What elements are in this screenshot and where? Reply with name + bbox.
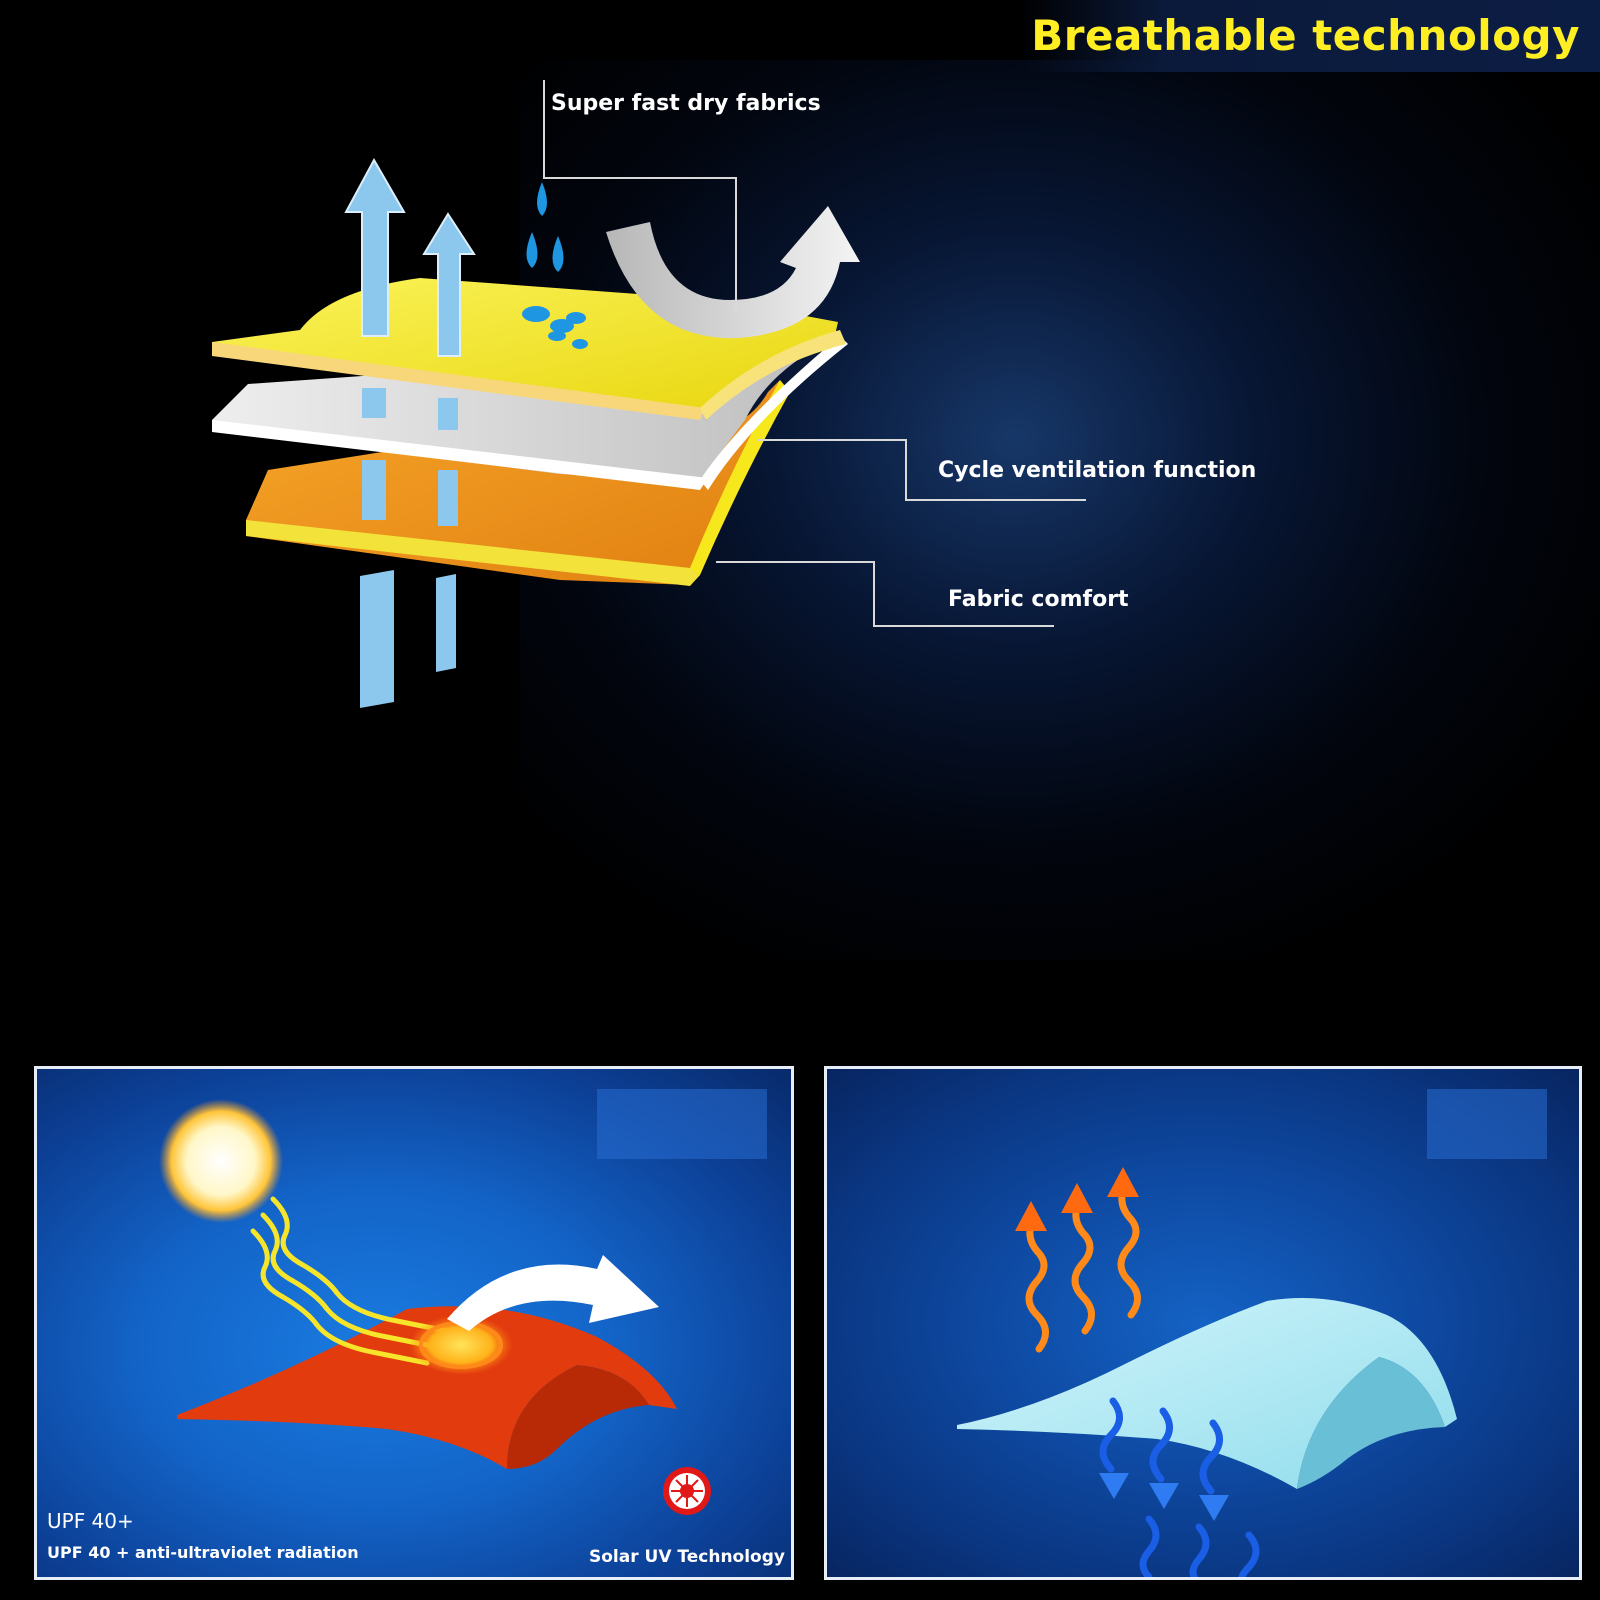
cooling-illustration xyxy=(957,1167,1457,1577)
cool-air-arrowhead-icons xyxy=(1099,1473,1229,1521)
moisture-release-arrow-icon xyxy=(606,206,860,339)
uv-illustration xyxy=(159,1099,711,1515)
callout-super-fast-dry: Super fast dry fabrics xyxy=(551,91,821,116)
cool-air-arrow-icons xyxy=(1099,1397,1260,1577)
heat-release-arrowhead-icons xyxy=(1015,1167,1139,1231)
solar-uv-logo-icon xyxy=(663,1467,711,1515)
uv-reflect-arrow-icon xyxy=(447,1255,659,1331)
sun-icon xyxy=(159,1099,283,1223)
airflow-arrow-icons xyxy=(344,157,476,708)
upf-badge: UPF 40+ xyxy=(47,1509,134,1533)
fabric-comfort-layer xyxy=(246,380,790,586)
callout-cycle-ventilation: Cycle ventilation function xyxy=(938,458,1257,483)
solar-uv-caption: Solar UV Technology xyxy=(589,1547,785,1567)
blur-patch xyxy=(597,1089,767,1159)
title-bar: Breathable technology xyxy=(1020,0,1600,72)
uv-ray-icons xyxy=(250,1196,450,1366)
layered-fabric-diagram xyxy=(212,80,1086,708)
uv-protection-panel: UPF 40+ UPF 40 + anti-ultraviolet radiat… xyxy=(34,1066,794,1580)
water-drop-icons xyxy=(522,182,588,349)
callout-fabric-comfort: Fabric comfort xyxy=(948,587,1129,612)
blur-patch xyxy=(1427,1089,1547,1159)
heat-release-arrow-icons xyxy=(1025,1187,1141,1353)
uv-fabric xyxy=(177,1306,677,1469)
cooling-panel xyxy=(824,1066,1582,1580)
cool-fabric xyxy=(957,1298,1457,1489)
callout-leader-lines xyxy=(543,80,1086,627)
page-title: Breathable technology xyxy=(1031,11,1580,60)
upf-caption: UPF 40 + anti-ultraviolet radiation xyxy=(47,1543,359,1562)
